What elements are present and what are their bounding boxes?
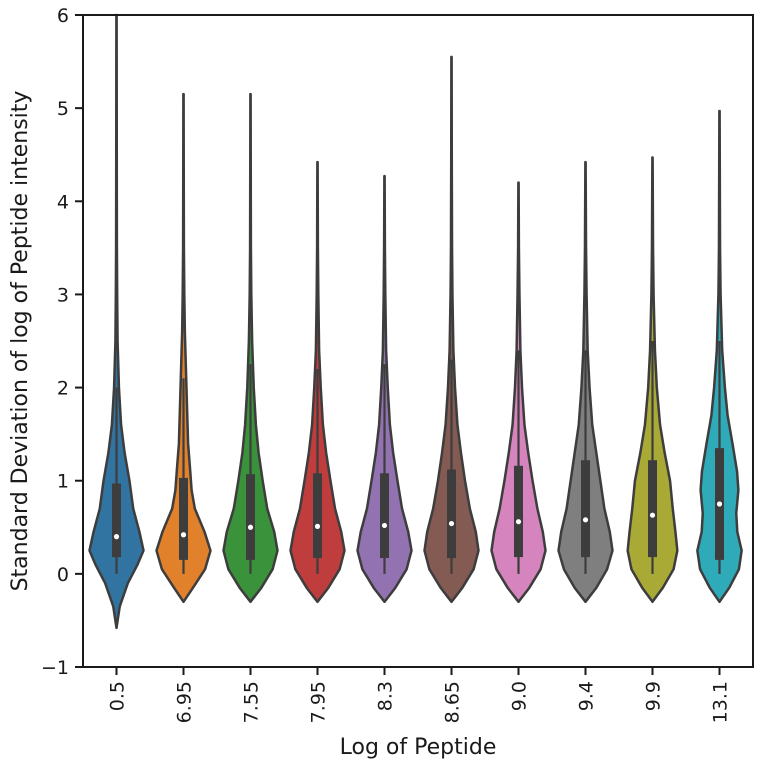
plot-frame	[82, 14, 754, 668]
violin-body	[423, 55, 480, 604]
violin-0.5	[88, 13, 145, 630]
y-tick-label: 1	[57, 471, 69, 493]
violin-iqr-box	[179, 477, 188, 560]
violin-iqr-box	[313, 473, 322, 559]
violin-iqr-box	[581, 460, 590, 558]
y-tick-label: −1	[41, 657, 69, 679]
y-tick-label: 6	[57, 5, 69, 27]
violin-median-dot	[515, 519, 522, 525]
y-tick-label: 5	[57, 98, 69, 120]
violin-9.9	[626, 156, 679, 604]
violin-8.3	[356, 174, 413, 604]
violins-layer	[88, 13, 743, 630]
violin-iqr-box	[514, 465, 523, 558]
violin-iqr-box	[112, 483, 121, 558]
violin-6.95	[155, 92, 212, 604]
violin-median-dot	[582, 517, 589, 523]
violin-median-dot	[649, 512, 656, 518]
y-tick-label: 3	[57, 284, 69, 306]
violin-7.95	[289, 160, 346, 604]
x-axis: 0.5 6.95 7.55 7.95 8.3 8.65 9.0 9.4 9.9 13.1	[107, 667, 732, 723]
violin-median-dot	[448, 520, 455, 527]
violin-iqr-box	[380, 473, 389, 559]
x-tick-label: 8.3	[375, 681, 397, 711]
violin-13.1	[696, 109, 743, 604]
x-tick-label: 0.5	[107, 681, 129, 711]
violin-body	[222, 92, 279, 604]
violin-iqr-box	[246, 474, 255, 560]
violin-median-dot	[113, 534, 120, 540]
x-axis-title: Log of Peptide	[340, 735, 497, 760]
x-tick-label: 6.95	[174, 681, 196, 723]
x-tick-label: 7.95	[308, 681, 330, 723]
violin-8.65	[423, 55, 480, 604]
y-tick-label: 2	[57, 378, 69, 400]
x-tick-label: 9.9	[643, 681, 665, 711]
violin-median-dot	[314, 523, 321, 529]
x-tick-label: 9.0	[509, 681, 531, 711]
y-tick-label: 4	[57, 191, 69, 213]
y-axis-title: Standard Deviation of log of Peptide int…	[8, 91, 33, 592]
violin-9.4	[557, 160, 614, 604]
y-tick-label: 0	[57, 564, 69, 586]
violin-median-dot	[381, 522, 388, 529]
violin-median-dot	[247, 524, 254, 530]
y-axis: −1 0 1 2 3 4 5 6	[41, 5, 83, 679]
x-tick-label: 13.1	[710, 681, 732, 723]
violin-body	[155, 92, 212, 604]
violin-iqr-box	[447, 469, 456, 559]
violin-7.55	[222, 92, 279, 604]
x-tick-label: 9.4	[576, 681, 598, 711]
violin-median-dot	[716, 501, 723, 507]
violin-iqr-box	[648, 460, 657, 558]
x-tick-label: 7.55	[241, 681, 263, 723]
x-tick-label: 8.65	[442, 681, 464, 723]
violin-median-dot	[180, 532, 187, 538]
violin-9.0	[490, 181, 547, 604]
